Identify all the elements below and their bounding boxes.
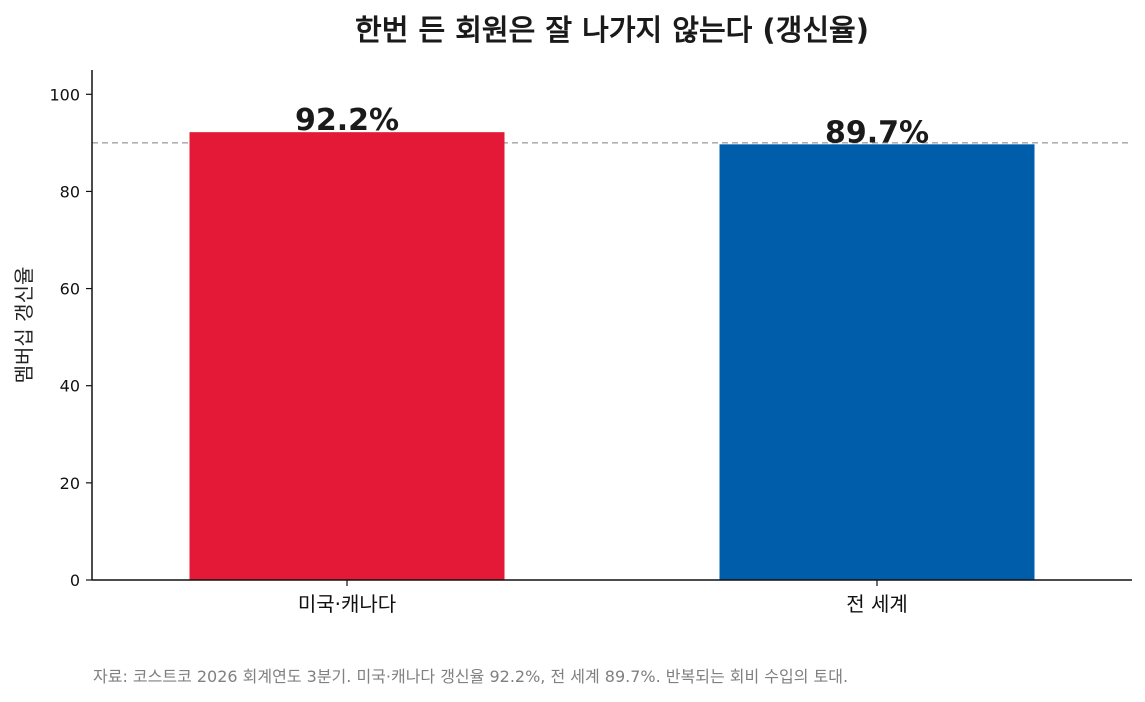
data-labels-layer: 92.2% 89.7%: [295, 103, 929, 150]
data-label-2: 89.7%: [825, 115, 929, 150]
y-tick-label: 100: [49, 85, 80, 104]
axes-layer: [91, 70, 1132, 581]
y-tick-label: 40: [60, 377, 80, 396]
y-ticks-layer: 0 20 40 60 80 100: [49, 85, 92, 590]
chart-title: 한번 든 회원은 잘 나가지 않는다 (갱신율): [355, 13, 869, 47]
bar-2: [719, 144, 1035, 581]
x-tick-label-1: 미국·캐나다: [298, 592, 396, 616]
source-note: 자료: 코스트코 2026 회계연도 3분기. 미국·캐나다 갱신율 92.2%…: [93, 667, 848, 686]
y-axis-label: 멤버십 갱신율: [12, 267, 36, 384]
bar-1: [189, 132, 505, 580]
y-tick-label: 60: [60, 280, 80, 299]
y-tick-label: 80: [60, 182, 80, 201]
x-ticks-layer: 미국·캐나다 전 세계: [298, 580, 908, 616]
data-label-1: 92.2%: [295, 103, 399, 138]
y-tick-label: 0: [70, 571, 80, 590]
x-tick-label-2: 전 세계: [846, 592, 908, 616]
y-tick-label: 20: [60, 474, 80, 493]
bars-layer: [189, 132, 1035, 581]
